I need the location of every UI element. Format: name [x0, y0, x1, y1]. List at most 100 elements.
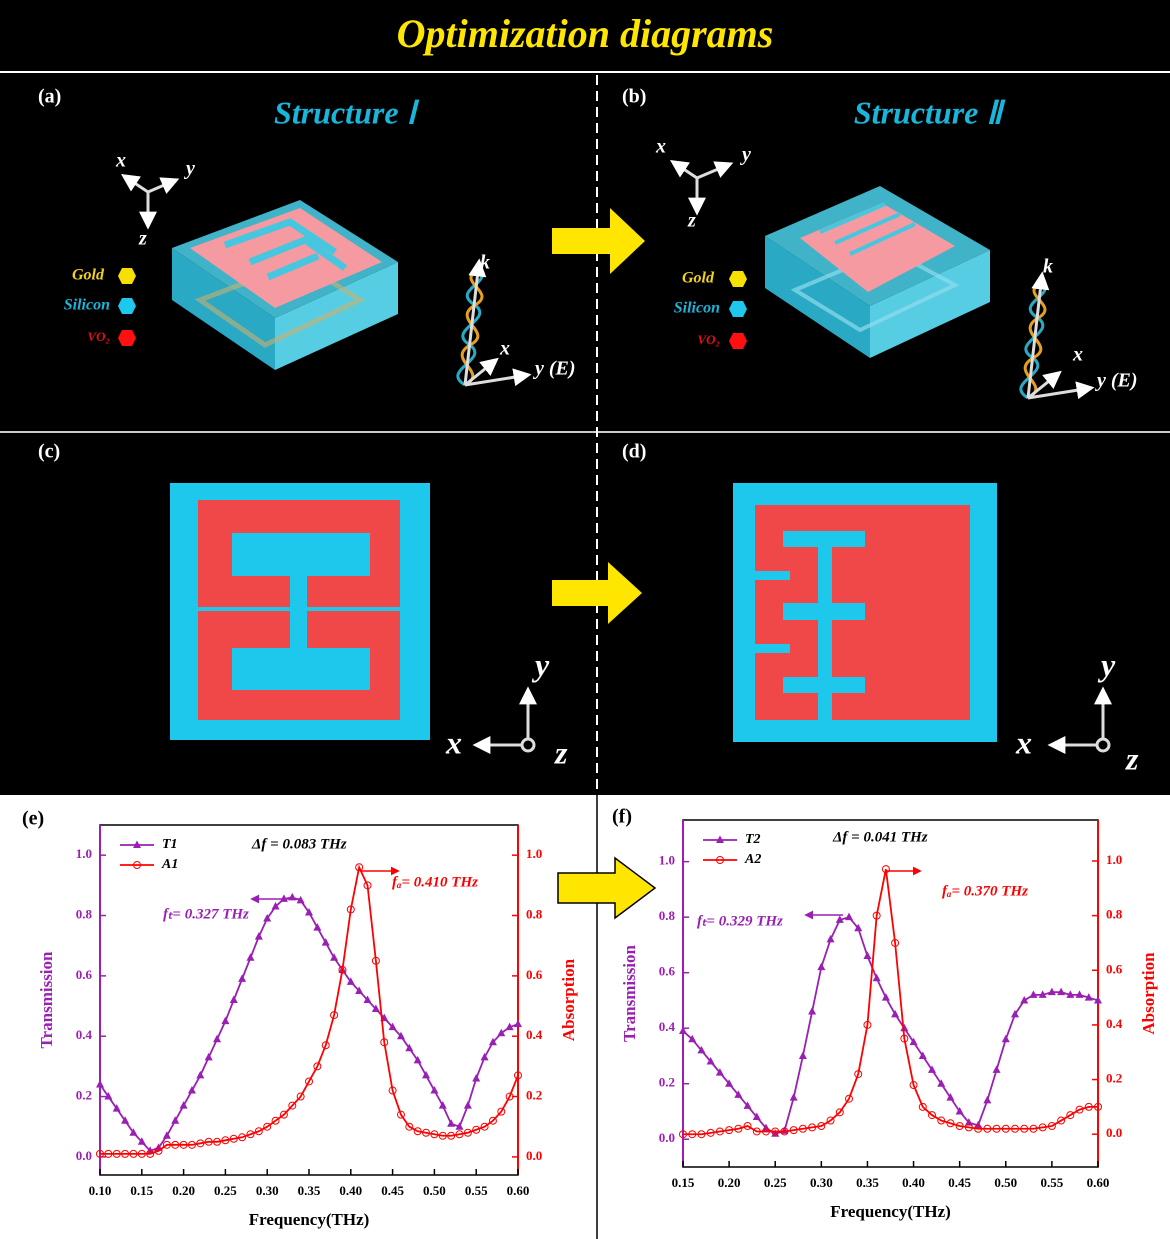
data-point — [808, 1007, 816, 1015]
x-tick-label: 0.40 — [902, 1175, 925, 1190]
data-point — [514, 1020, 522, 1028]
legend-label: A2 — [744, 852, 761, 867]
annotation: fₐ= 0.410 THz — [392, 874, 478, 890]
axis-letter: z — [1125, 740, 1139, 776]
x-tick-label: 0.30 — [256, 1183, 279, 1198]
x-tick-label: 0.45 — [948, 1175, 971, 1190]
y-tick-label: 1.0 — [659, 853, 675, 868]
y-tick-label: 0.6 — [76, 967, 93, 982]
figure: Optimization diagrams (a) Structure Ⅰ x … — [0, 0, 1170, 1239]
annotation: Δf = 0.083 THz — [251, 836, 347, 852]
x-tick-label: 0.60 — [1087, 1175, 1110, 1190]
x-axis-label: Frequency(THz) — [249, 1210, 370, 1229]
annotation: fₜ= 0.329 THz — [697, 913, 783, 929]
data-point — [196, 1071, 204, 1079]
data-point — [1002, 1035, 1010, 1043]
axis-letter: z — [687, 210, 696, 232]
axis-letter: x — [1015, 724, 1032, 760]
x-tick-label: 0.25 — [764, 1175, 787, 1190]
annotation: fₜ= 0.327 THz — [163, 906, 249, 922]
x-tick-label: 0.25 — [214, 1183, 237, 1198]
axis-letter: y (E) — [1095, 370, 1138, 392]
y-tick-label: 0.6 — [659, 964, 676, 979]
data-point — [497, 1029, 505, 1037]
y-tick-label: 0.8 — [76, 907, 93, 922]
panel-label: (e) — [22, 808, 44, 830]
data-point — [255, 932, 263, 940]
data-point — [817, 963, 825, 971]
y-tick-label: 0.2 — [76, 1088, 92, 1103]
panel-title: Structure Ⅰ — [274, 94, 419, 130]
x-tick-label: 0.35 — [298, 1183, 321, 1198]
y-tick-label: 0.4 — [76, 1027, 93, 1042]
series-line — [683, 917, 1098, 1134]
series-line — [683, 869, 1098, 1134]
data-point — [205, 1053, 213, 1061]
data-point — [845, 913, 853, 921]
x-tick-label: 0.50 — [994, 1175, 1017, 1190]
axis-letter: k — [1043, 256, 1053, 278]
axis-letter: k — [480, 252, 490, 274]
axis-letter: x — [499, 338, 510, 360]
panel-label: (f) — [612, 806, 632, 828]
y-tick-label: 0.2 — [659, 1075, 675, 1090]
header-title: Optimization diagrams — [397, 11, 774, 56]
y2-tick-label: 0.8 — [526, 907, 543, 922]
axis-letter: x — [115, 150, 126, 172]
annotation: Δf = 0.041 THz — [832, 829, 928, 845]
data-point — [882, 993, 890, 1001]
panel-label: (a) — [38, 86, 61, 108]
y-tick-label: 0.0 — [659, 1130, 675, 1145]
y2-tick-label: 0.8 — [1106, 907, 1123, 922]
legend-label: VO₂ — [697, 332, 720, 347]
y-tick-label: 0.0 — [76, 1148, 92, 1163]
data-point — [827, 935, 835, 943]
x-tick-label: 0.50 — [423, 1183, 446, 1198]
y2-tick-label: 0.6 — [1106, 961, 1123, 976]
x-tick-label: 0.10 — [89, 1183, 112, 1198]
y2-tick-label: 0.2 — [526, 1088, 542, 1103]
legend-label: VO₂ — [87, 329, 110, 344]
x-axis-label: Frequency(THz) — [830, 1202, 951, 1221]
axis-letter: z — [138, 228, 147, 250]
y2-tick-label: 0.0 — [526, 1148, 542, 1163]
data-point — [213, 1035, 221, 1043]
arrow — [558, 858, 655, 918]
legend-label: T2 — [745, 832, 761, 847]
data-point — [288, 893, 296, 901]
data-point — [472, 1074, 480, 1082]
panel-label: (c) — [38, 441, 60, 463]
axis-letter: x — [1072, 344, 1083, 366]
y2-tick-label: 1.0 — [526, 846, 542, 861]
x-tick-label: 0.40 — [339, 1183, 362, 1198]
data-point — [238, 974, 246, 982]
legend-label: T1 — [162, 837, 178, 852]
y2-axis-label: Absorption — [559, 958, 578, 1041]
x-tick-label: 0.15 — [672, 1175, 695, 1190]
series-line — [100, 897, 518, 1150]
data-point — [96, 1080, 104, 1088]
y2-tick-label: 0.4 — [526, 1027, 543, 1042]
x-tick-label: 0.35 — [856, 1175, 879, 1190]
legend-label: A1 — [161, 857, 178, 872]
panel-title: Structure Ⅱ — [854, 94, 1006, 130]
axis-letter: x — [655, 136, 666, 158]
axis-letter: z — [554, 734, 568, 770]
data-point — [221, 1017, 229, 1025]
x-tick-label: 0.60 — [507, 1183, 530, 1198]
axis-letter: y (E) — [533, 358, 576, 380]
unit-cell — [170, 483, 430, 740]
x-tick-label: 0.45 — [381, 1183, 404, 1198]
y-tick-label: 0.4 — [659, 1019, 676, 1034]
axis-letter: x — [445, 724, 462, 760]
data-point — [799, 1051, 807, 1059]
x-tick-label: 0.15 — [130, 1183, 153, 1198]
legend-label: Gold — [72, 267, 105, 284]
data-point — [983, 1096, 991, 1104]
axis-letter: y — [740, 144, 751, 166]
data-point — [790, 1093, 798, 1101]
data-point — [447, 1119, 455, 1127]
y2-axis-label: Absorption — [1139, 952, 1158, 1035]
y2-tick-label: 1.0 — [1106, 852, 1122, 867]
legend-label: Silicon — [64, 297, 110, 314]
